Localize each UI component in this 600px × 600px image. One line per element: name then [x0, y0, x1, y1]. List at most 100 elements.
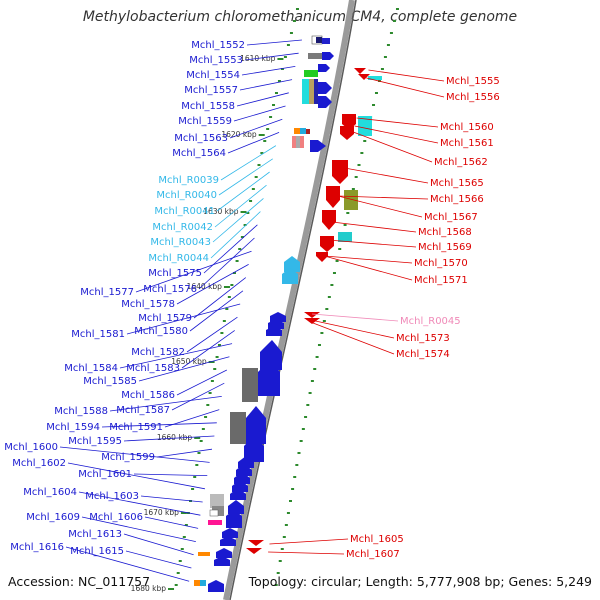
gene-Mchl_1553[interactable] — [308, 52, 334, 60]
gene-cluster-1609-1616[interactable] — [194, 528, 238, 592]
right-label-callouts: Mchl_1555 Mchl_1556 Mchl_1560 Mchl_1561 Mchl… — [268, 69, 500, 560]
left-gene-label[interactable]: Mchl_1587 — [116, 405, 170, 416]
right-gene-label[interactable]: Mchl_1555 — [446, 76, 500, 87]
right-gene-label[interactable]: Mchl_R0045 — [400, 316, 461, 327]
left-gene-label[interactable]: Mchl_1559 — [178, 116, 232, 127]
left-gene-label[interactable]: Mchl_1599 — [101, 452, 155, 463]
scale-tick-label: 1630 kbp — [203, 207, 239, 216]
left-gene-label[interactable]: Mchl_1575 — [148, 268, 202, 279]
left-gene-label[interactable]: Mchl_R0044 — [148, 253, 209, 264]
right-gene-label[interactable]: Mchl_1567 — [424, 212, 478, 223]
right-gene-label[interactable]: Mchl_1605 — [350, 534, 404, 545]
left-gene-label[interactable]: Mchl_1600 — [4, 442, 58, 453]
left-gene-label[interactable]: Mchl_1584 — [64, 363, 118, 374]
right-gene-label[interactable]: Mchl_1561 — [440, 138, 494, 149]
left-gene-label[interactable]: Mchl_1557 — [184, 85, 238, 96]
left-gene-label[interactable]: Mchl_1606 — [89, 512, 143, 523]
genome-backbone-shadow — [229, 0, 357, 600]
scale-tick-label: 1650 kbp — [171, 357, 207, 366]
gene-cluster-1581-1586[interactable] — [242, 340, 282, 402]
gene-Mchl_1555[interactable] — [354, 68, 366, 74]
left-gene-label[interactable]: Mchl_1579 — [138, 313, 192, 324]
gene-cluster-1587-1595[interactable] — [230, 406, 266, 462]
left-gene-label[interactable]: Mchl_1585 — [83, 376, 137, 387]
gene-Mchl_1607[interactable] — [246, 548, 262, 554]
gene-Mchl_1557[interactable] — [304, 70, 318, 77]
left-gene-label[interactable]: Mchl_1583 — [126, 363, 180, 374]
left-gene-label[interactable]: Mchl_1603 — [85, 491, 139, 502]
left-gene-label[interactable]: Mchl_R0040 — [156, 190, 217, 201]
left-gene-label[interactable]: Mchl_1580 — [134, 326, 188, 337]
left-gene-label[interactable]: Mchl_R0039 — [158, 175, 219, 186]
left-gene-label[interactable]: Mchl_1594 — [46, 422, 100, 433]
left-gene-label[interactable]: Mchl_1581 — [71, 329, 125, 340]
left-gene-label[interactable]: Mchl_1553 — [189, 55, 243, 66]
left-gene-label[interactable]: Mchl_R0042 — [152, 222, 213, 233]
scale-tick-label: 1640 kbp — [187, 282, 223, 291]
left-gene-label[interactable]: Mchl_1582 — [131, 347, 185, 358]
gene-Mchl_1564[interactable] — [292, 136, 326, 152]
left-gene-label[interactable]: Mchl_1601 — [78, 469, 132, 480]
right-gene-label[interactable]: Mchl_1565 — [430, 178, 484, 189]
left-gene-label[interactable]: Mchl_1595 — [68, 436, 122, 447]
right-gene-label[interactable]: Mchl_1560 — [440, 122, 494, 133]
right-gene-label[interactable]: Mchl_1569 — [418, 242, 472, 253]
right-gene-label[interactable]: Mchl_1574 — [396, 349, 450, 360]
gene-Mchl_1573[interactable] — [304, 318, 320, 324]
left-gene-label[interactable]: Mchl_1616 — [10, 542, 64, 553]
right-gene-label[interactable]: Mchl_1562 — [434, 157, 488, 168]
left-gene-label[interactable]: Mchl_1564 — [172, 148, 226, 159]
left-gene-label[interactable]: Mchl_1588 — [54, 406, 108, 417]
right-gene-label[interactable]: Mchl_1566 — [430, 194, 484, 205]
left-gene-label[interactable]: Mchl_1577 — [80, 287, 134, 298]
gene-Mchl_1561[interactable] — [358, 116, 372, 136]
forward-features — [194, 35, 334, 592]
scale-tick-label: 1680 kbp — [131, 584, 167, 593]
left-gene-label[interactable]: Mchl_1609 — [26, 512, 80, 523]
right-gene-label[interactable]: Mchl_1573 — [396, 333, 450, 344]
left-gene-label[interactable]: Mchl_1613 — [68, 529, 122, 540]
left-gene-label[interactable]: Mchl_1558 — [181, 101, 235, 112]
gene-cluster-1575-1580[interactable] — [266, 312, 286, 336]
gene-Mchl_R0045[interactable] — [304, 312, 320, 318]
gene-Mchl_1605[interactable] — [248, 540, 264, 546]
map-title: Methylobacterium chloromethanicum CM4, c… — [82, 9, 518, 25]
gene-Mchl_1556[interactable] — [358, 74, 382, 80]
left-gene-label[interactable]: Mchl_1615 — [70, 546, 124, 557]
gene-Mchl_1565[interactable] — [332, 160, 348, 184]
left-gene-label[interactable]: Mchl_1602 — [12, 458, 66, 469]
gene-Mchl_1563[interactable] — [294, 128, 310, 134]
left-gene-label[interactable]: Mchl_1578 — [121, 299, 175, 310]
genome-backbone — [223, 0, 355, 600]
gene-cluster-1599-1606[interactable] — [208, 456, 254, 528]
right-gene-label[interactable]: Mchl_1607 — [346, 549, 400, 560]
left-gene-label[interactable]: Mchl_R0041 — [154, 206, 215, 217]
gene-Mchl_1562[interactable] — [340, 126, 354, 140]
gene-Mchl_1559[interactable] — [318, 82, 332, 108]
left-gene-label[interactable]: Mchl_1604 — [23, 487, 77, 498]
left-gene-label[interactable]: Mchl_1591 — [109, 422, 163, 433]
right-gene-label[interactable]: Mchl_1570 — [414, 258, 468, 269]
gene-Mchl_1570[interactable] — [316, 252, 328, 262]
left-gene-label[interactable]: Mchl_R0043 — [150, 237, 211, 248]
gene-Mchl_1566[interactable] — [344, 190, 358, 210]
right-gene-label[interactable]: Mchl_1571 — [414, 275, 468, 286]
left-gene-label[interactable]: Mchl_1586 — [121, 390, 175, 401]
left-gene-label[interactable]: Mchl_1554 — [186, 70, 240, 81]
right-gene-label[interactable]: Mchl_1556 — [446, 92, 500, 103]
gene-Mchl_1567[interactable] — [326, 186, 340, 208]
gene-Mchl_1554[interactable] — [318, 64, 330, 72]
scale-tick-label: 1660 kbp — [157, 433, 193, 442]
gene-Mchl_1568[interactable] — [322, 210, 352, 242]
gene-Mchl_1552[interactable] — [311, 35, 330, 45]
accession-label: Accession: NC_011757 — [8, 574, 151, 589]
left-gene-label[interactable]: Mchl_1563 — [174, 133, 228, 144]
left-gene-label[interactable]: Mchl_1552 — [191, 40, 245, 51]
right-gene-label[interactable]: Mchl_1568 — [418, 227, 472, 238]
left-label-callouts: Mchl_1552 Mchl_1553 Mchl_1554 Mchl_1557 Mchl… — [4, 39, 302, 582]
gene-Mchl_1569[interactable] — [320, 236, 334, 252]
left-gene-label[interactable]: Mchl_1576 — [143, 284, 197, 295]
gene-Mchl_R0039-R0044[interactable] — [282, 256, 300, 284]
gene-Mchl_1558[interactable] — [302, 79, 318, 104]
